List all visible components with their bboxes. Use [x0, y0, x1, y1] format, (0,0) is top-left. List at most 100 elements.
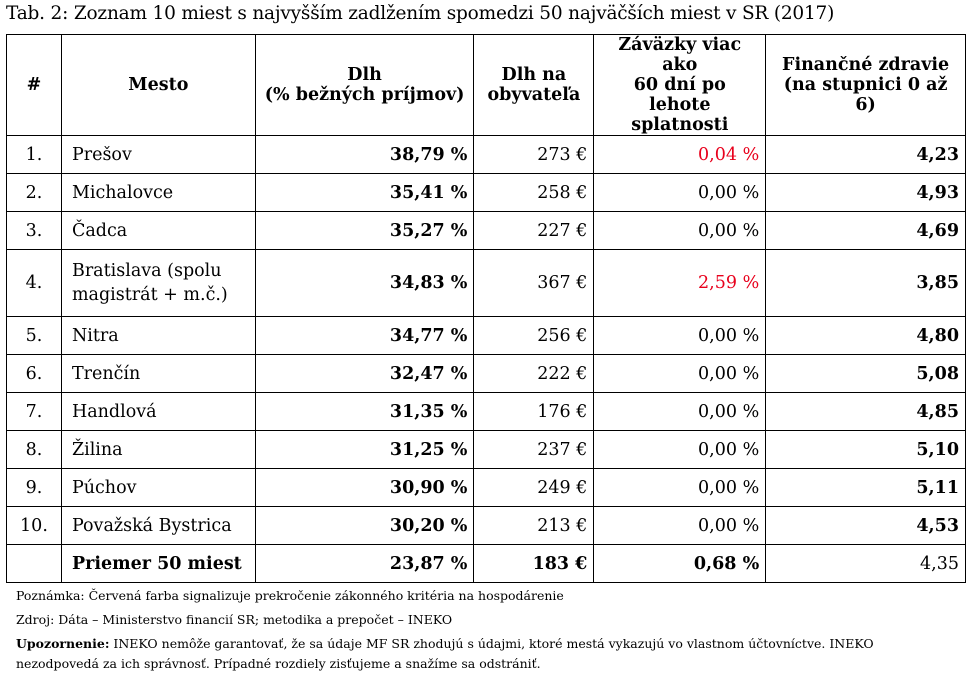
health-cell: 5,10 — [765, 430, 966, 469]
header-debt-line2: (% bežných príjmov) — [264, 85, 465, 105]
debt-cell: 34,83 % — [254, 249, 475, 317]
debt-cell: 34,77 % — [254, 316, 475, 355]
rank-cell — [6, 544, 62, 583]
health-cell: 3,85 — [765, 249, 966, 317]
table-caption: Tab. 2: Zoznam 10 miest s najvyšším zadl… — [6, 3, 835, 24]
header-health: Finančné zdravie (na stupnici 0 až 6) — [765, 34, 966, 136]
rank-cell: 6. — [6, 354, 62, 393]
table-row: 10. Považská Bystrica 30,20 % 213 € 0,00… — [6, 506, 966, 545]
table-row: 7. Handlová 31,35 % 176 € 0,00 % 4,85 — [6, 392, 966, 431]
table-row: 9. Púchov 30,90 % 249 € 0,00 % 5,11 — [6, 468, 966, 507]
table-row: 3. Čadca 35,27 % 227 € 0,00 % 4,69 — [6, 211, 966, 250]
header-rank: # — [6, 34, 62, 136]
city-cell: Prešov — [60, 135, 256, 174]
health-cell: 5,11 — [765, 468, 966, 507]
warning-label: Upozornenie: — [16, 636, 110, 651]
per-capita-cell: 258 € — [473, 173, 595, 212]
health-cell: 5,08 — [765, 354, 966, 393]
rank-cell: 5. — [6, 316, 62, 355]
header-per-capita: Dlh na obyvateľa — [473, 34, 595, 136]
average-per-capita: 183 € — [473, 544, 595, 583]
header-debt-line1: Dlh — [347, 65, 382, 85]
warning: Upozornenie: INEKO nemôže garantovať, že… — [16, 634, 874, 674]
average-debt: 23,87 % — [254, 544, 475, 583]
debt-cell: 35,41 % — [254, 173, 475, 212]
city-line1: Bratislava (spolu — [71, 261, 222, 281]
debt-cell: 38,79 % — [254, 135, 475, 174]
rank-cell: 4. — [6, 249, 62, 317]
overdue-cell: 0,00 % — [593, 173, 767, 212]
average-overdue: 0,68 % — [593, 544, 767, 583]
header-health-line1: Finančné zdravie — [782, 55, 950, 75]
warning-text-line2: nezodpovedá za ich správnosť. Prípadné r… — [16, 656, 541, 671]
city-line2: magistrát + m.č.) — [71, 285, 228, 305]
health-cell: 4,69 — [765, 211, 966, 250]
header-overdue-line1: Záväzky viac ako — [618, 35, 742, 75]
debt-cell: 30,20 % — [254, 506, 475, 545]
overdue-cell: 2,59 % — [593, 249, 767, 317]
debt-cell: 30,90 % — [254, 468, 475, 507]
rank-cell: 7. — [6, 392, 62, 431]
health-cell: 4,53 — [765, 506, 966, 545]
overdue-cell: 0,00 % — [593, 430, 767, 469]
overdue-cell: 0,00 % — [593, 354, 767, 393]
overdue-cell: 0,04 % — [593, 135, 767, 174]
header-per-capita-line2: obyvateľa — [487, 85, 581, 105]
city-cell: Handlová — [60, 392, 256, 431]
debt-cell: 31,35 % — [254, 392, 475, 431]
health-cell: 4,80 — [765, 316, 966, 355]
per-capita-cell: 273 € — [473, 135, 595, 174]
average-health: 4,35 — [765, 544, 966, 583]
debt-cell: 32,47 % — [254, 354, 475, 393]
debt-cell: 31,25 % — [254, 430, 475, 469]
average-label: Priemer 50 miest — [60, 544, 256, 583]
overdue-cell: 0,00 % — [593, 392, 767, 431]
rank-cell: 1. — [6, 135, 62, 174]
header-overdue: Záväzky viac ako 60 dní po lehote splatn… — [593, 34, 767, 136]
city-cell: Trenčín — [60, 354, 256, 393]
per-capita-cell: 367 € — [473, 249, 595, 317]
note-text: Poznámka: Červená farba signalizuje prek… — [16, 588, 564, 603]
header-debt: Dlh (% bežných príjmov) — [254, 34, 475, 136]
notes: Poznámka: Červená farba signalizuje prek… — [16, 586, 874, 674]
rank-cell: 2. — [6, 173, 62, 212]
overdue-cell: 0,00 % — [593, 316, 767, 355]
table-row: 4. Bratislava (spolu magistrát + m.č.) 3… — [6, 249, 966, 317]
rank-cell: 10. — [6, 506, 62, 545]
debt-cell: 35,27 % — [254, 211, 475, 250]
debt-table: # Mesto Dlh (% bežných príjmov) Dlh na o… — [6, 34, 966, 583]
rank-cell: 8. — [6, 430, 62, 469]
city-cell: Čadca — [60, 211, 256, 250]
header-city: Mesto — [60, 34, 256, 136]
average-row: Priemer 50 miest 23,87 % 183 € 0,68 % 4,… — [6, 544, 966, 583]
per-capita-cell: 222 € — [473, 354, 595, 393]
per-capita-cell: 249 € — [473, 468, 595, 507]
per-capita-cell: 176 € — [473, 392, 595, 431]
per-capita-cell: 227 € — [473, 211, 595, 250]
table-row: 1. Prešov 38,79 % 273 € 0,04 % 4,23 — [6, 135, 966, 174]
source-text: Zdroj: Dáta – Ministerstvo financií SR; … — [16, 612, 453, 627]
health-cell: 4,85 — [765, 392, 966, 431]
table-row: 8. Žilina 31,25 % 237 € 0,00 % 5,10 — [6, 430, 966, 469]
city-cell: Považská Bystrica — [60, 506, 256, 545]
overdue-cell: 0,00 % — [593, 506, 767, 545]
overdue-cell: 0,00 % — [593, 211, 767, 250]
city-cell: Žilina — [60, 430, 256, 469]
per-capita-cell: 237 € — [473, 430, 595, 469]
health-cell: 4,23 — [765, 135, 966, 174]
per-capita-cell: 213 € — [473, 506, 595, 545]
rank-cell: 9. — [6, 468, 62, 507]
table-row: 2. Michalovce 35,41 % 258 € 0,00 % 4,93 — [6, 173, 966, 212]
city-cell: Michalovce — [60, 173, 256, 212]
overdue-cell: 0,00 % — [593, 468, 767, 507]
header-row: # Mesto Dlh (% bežných príjmov) Dlh na o… — [6, 34, 966, 136]
city-cell: Púchov — [60, 468, 256, 507]
per-capita-cell: 256 € — [473, 316, 595, 355]
table-row: 6. Trenčín 32,47 % 222 € 0,00 % 5,08 — [6, 354, 966, 393]
header-overdue-line3: splatnosti — [631, 115, 729, 135]
table-row: 5. Nitra 34,77 % 256 € 0,00 % 4,80 — [6, 316, 966, 355]
city-cell: Bratislava (spolu magistrát + m.č.) — [60, 249, 256, 317]
rank-cell: 3. — [6, 211, 62, 250]
city-cell: Nitra — [60, 316, 256, 355]
warning-text: INEKO nemôže garantovať, že sa údaje MF … — [109, 636, 874, 651]
